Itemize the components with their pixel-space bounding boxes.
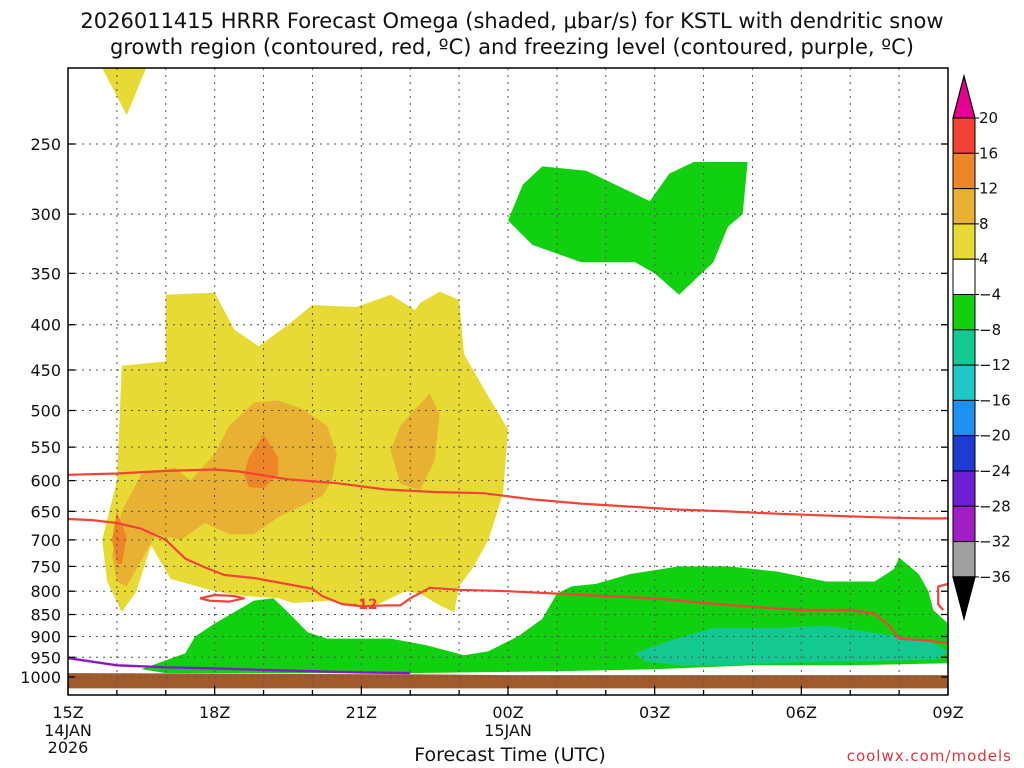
colorbar-label: −16	[979, 391, 1011, 409]
colorbar-label: −36	[979, 568, 1011, 586]
credit-link[interactable]: coolwx.com/models	[846, 747, 1012, 765]
colorbar-bin-1	[952, 152, 976, 190]
colorbar-label: −24	[979, 462, 1011, 480]
dendritic-contour-0	[67, 468, 948, 520]
x-tick-label: 18Z	[199, 703, 230, 722]
omega-region-9	[68, 673, 948, 689]
temperature-contours	[67, 468, 949, 675]
omega-region-8	[635, 625, 948, 666]
x-tick-sublabel: 2026	[48, 738, 89, 757]
omega-region-0	[102, 68, 147, 116]
colorbar-label: 4	[979, 250, 989, 268]
y-tick-label: 250	[30, 135, 61, 154]
omega-region-6	[508, 162, 748, 295]
chart-title: 2026011415 HRRR Forecast Omega (shaded, …	[0, 8, 1024, 60]
y-tick-label: 700	[30, 531, 61, 550]
colorbar-label: −4	[979, 286, 1001, 304]
y-tick-label: 600	[30, 472, 61, 491]
x-tick-label: 09Z	[932, 703, 963, 722]
colorbar-top-arrow	[952, 73, 976, 119]
x-tick-label: 03Z	[639, 703, 670, 722]
colorbar-label: 12	[979, 180, 998, 198]
colorbar-bin-11	[952, 505, 976, 543]
dendritic-contour-2	[937, 582, 949, 611]
y-tick-label: 850	[30, 606, 61, 625]
omega-region-3	[390, 393, 440, 491]
colorbar-label: −20	[979, 427, 1011, 445]
x-tick-label: 00Z	[492, 703, 523, 722]
colorbar-label: 8	[979, 215, 989, 233]
omega-region-2	[112, 400, 337, 587]
colorbar-bin-8	[952, 399, 976, 437]
colorbar-bin-7	[952, 364, 976, 401]
colorbar-label: −8	[979, 321, 1001, 339]
colorbar-bin-3	[952, 223, 976, 260]
y-tick-label: 1000	[20, 668, 61, 687]
y-tick-label: 950	[30, 648, 61, 667]
x-tick-label: 21Z	[346, 703, 377, 722]
x-tick-sublabel: 15JAN	[484, 721, 532, 740]
colorbar-bin-12	[952, 541, 976, 578]
colorbar-bin-10	[952, 470, 976, 507]
colorbar-legend: 20 16 12 8 4 −4 −8 −12 −16 −20 −24 −28 −32 −36	[952, 73, 1011, 622]
y-tick-label: 750	[30, 557, 61, 576]
chart-title-line-1: 2026011415 HRRR Forecast Omega (shaded, …	[80, 9, 944, 33]
colorbar-label: 20	[979, 109, 998, 127]
x-tick-sublabel: 14JAN	[44, 721, 92, 740]
colorbar-label: −32	[979, 533, 1011, 551]
colorbar-bin-4	[952, 258, 976, 296]
y-tick-label: 500	[30, 402, 61, 421]
colorbar-bin-2	[952, 188, 976, 225]
colorbar-label: −28	[979, 497, 1011, 515]
y-tick-label: 400	[30, 316, 61, 335]
y-tick-label: 300	[30, 205, 61, 224]
x-tick-label: 15Z	[52, 703, 83, 722]
dendritic-contour-label: −12	[346, 597, 377, 613]
x-tick-label: 06Z	[786, 703, 817, 722]
y-axis: 250 300 350 400 450 500 550 600 650 700 750 800 850 9…	[20, 135, 948, 687]
colorbar-label: 16	[979, 144, 998, 162]
omega-region-4	[112, 511, 127, 564]
chart-title-line-2: growth region (contoured, red, ºC) and f…	[110, 35, 914, 59]
colorbar-bin-9	[952, 435, 976, 472]
colorbar-bin-6	[952, 329, 976, 366]
x-axis-label: Forecast Time (UTC)	[414, 744, 606, 766]
colorbar-label: −12	[979, 356, 1011, 374]
omega-shaded-regions	[68, 68, 949, 689]
dendritic-contour-1	[67, 517, 949, 644]
colorbar-bottom-arrow	[952, 576, 976, 622]
y-tick-label: 800	[30, 582, 61, 601]
y-tick-label: 900	[30, 627, 61, 646]
y-tick-label: 550	[30, 438, 61, 457]
freezing-level-contour	[67, 656, 411, 675]
colorbar-bin-0	[952, 117, 976, 154]
dendritic-contour-3	[199, 593, 246, 603]
colorbar-bin-5	[952, 294, 976, 331]
y-tick-label: 650	[30, 502, 61, 521]
y-tick-label: 450	[30, 361, 61, 380]
y-tick-label: 350	[30, 264, 61, 283]
